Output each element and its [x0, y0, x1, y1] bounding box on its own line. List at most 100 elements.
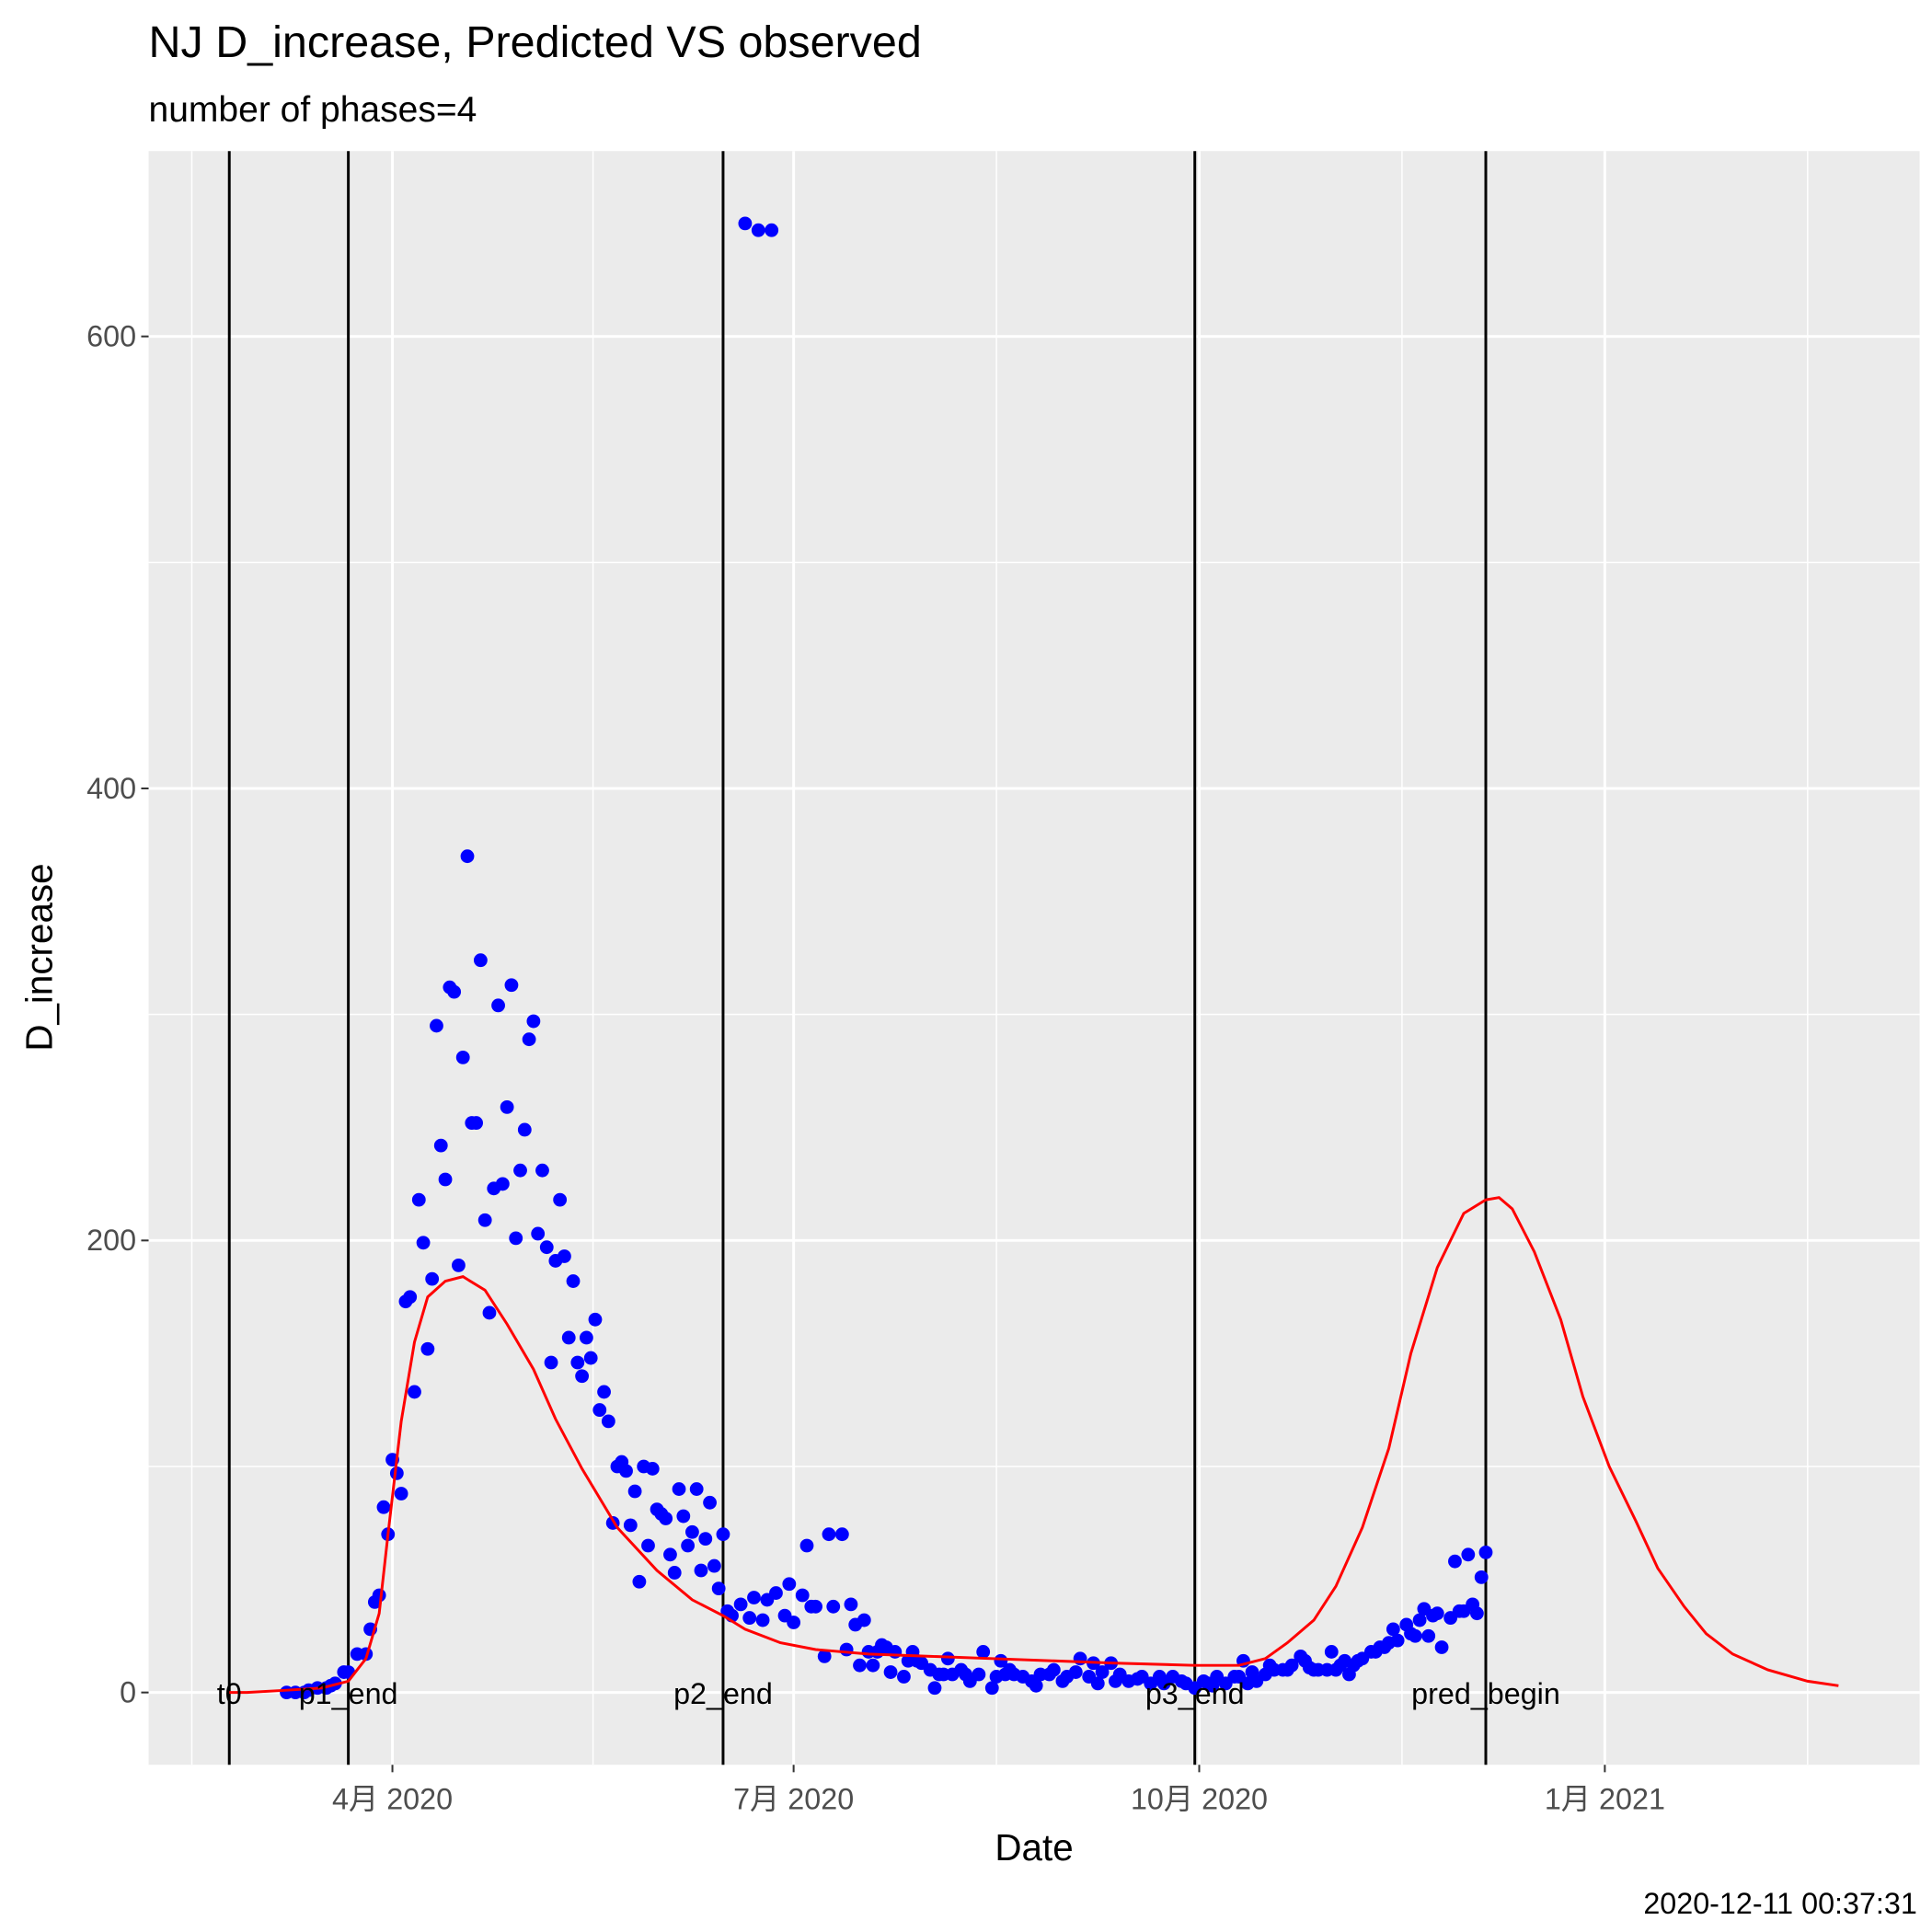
data-point	[738, 216, 753, 231]
data-point	[433, 1138, 448, 1153]
y-tick-label: 600	[86, 319, 136, 352]
data-point	[553, 1192, 568, 1207]
data-point	[394, 1487, 408, 1501]
data-point	[676, 1509, 691, 1524]
data-point	[1324, 1645, 1339, 1659]
data-point	[839, 1642, 854, 1657]
data-point	[681, 1538, 696, 1553]
data-point	[1390, 1633, 1405, 1648]
x-tick-label: 7月 2020	[733, 1783, 854, 1816]
data-point	[844, 1597, 858, 1612]
data-point	[623, 1518, 638, 1533]
data-point	[513, 1163, 527, 1178]
data-point	[544, 1355, 558, 1370]
data-point	[411, 1192, 426, 1207]
data-point	[1421, 1628, 1436, 1643]
data-point	[597, 1385, 611, 1399]
data-point	[561, 1330, 576, 1345]
data-point	[477, 1213, 492, 1227]
chart-title: NJ D_increase, Predicted VS observed	[149, 17, 922, 67]
data-point	[799, 1538, 814, 1553]
data-point	[897, 1670, 911, 1684]
data-point	[1090, 1676, 1105, 1691]
data-point	[1434, 1640, 1449, 1654]
y-tick-label: 400	[86, 772, 136, 805]
x-tick-label: 10月 2020	[1131, 1783, 1268, 1816]
data-point	[491, 998, 505, 1013]
data-point	[751, 223, 765, 237]
data-point	[558, 1249, 571, 1263]
data-point	[782, 1577, 797, 1592]
data-point	[1470, 1606, 1484, 1621]
data-point	[747, 1591, 761, 1604]
data-point	[765, 223, 779, 237]
data-point	[495, 1177, 510, 1191]
data-point	[575, 1369, 590, 1384]
data-point	[1412, 1613, 1427, 1627]
data-point	[632, 1574, 647, 1589]
data-point	[1430, 1606, 1444, 1621]
data-point	[826, 1599, 841, 1614]
data-point	[716, 1527, 730, 1542]
data-point	[769, 1586, 783, 1600]
data-point	[883, 1665, 898, 1679]
predicted-line	[229, 1196, 1839, 1695]
data-point	[566, 1274, 581, 1288]
data-point	[809, 1599, 822, 1614]
data-point	[888, 1645, 903, 1659]
data-point	[500, 1099, 514, 1114]
data-point	[570, 1355, 585, 1370]
phase-label: pred_begin	[1411, 1677, 1560, 1710]
data-point	[420, 1341, 435, 1356]
data-point	[438, 1172, 453, 1187]
caption: 2020-12-11 00:37:31	[1643, 1887, 1917, 1920]
data-point	[1461, 1547, 1476, 1562]
data-point	[787, 1616, 801, 1629]
data-point	[940, 1651, 955, 1666]
data-point	[1284, 1658, 1299, 1673]
phase-label: t0	[217, 1677, 242, 1710]
phase-label: p1_end	[299, 1677, 398, 1710]
data-point	[1474, 1570, 1489, 1584]
data-point	[539, 1240, 554, 1255]
data-point	[416, 1236, 431, 1250]
data-point	[694, 1563, 708, 1578]
y-axis-title: D_increase	[18, 863, 61, 1051]
data-point	[689, 1482, 704, 1496]
data-point	[698, 1532, 713, 1547]
data-point	[976, 1645, 991, 1659]
data-point	[927, 1681, 942, 1696]
data-point	[663, 1547, 677, 1562]
data-point	[645, 1462, 660, 1476]
data-point	[1068, 1665, 1083, 1679]
data-point	[672, 1482, 686, 1496]
phase-label: p3_end	[1145, 1677, 1245, 1710]
data-point	[504, 978, 519, 993]
data-point	[535, 1163, 549, 1178]
data-point	[817, 1649, 832, 1663]
phase-label: p2_end	[673, 1677, 773, 1710]
data-point	[447, 984, 462, 999]
data-point	[822, 1527, 836, 1542]
data-point	[460, 849, 475, 864]
data-point	[853, 1658, 867, 1673]
data-point	[1095, 1665, 1110, 1679]
data-point	[641, 1538, 655, 1553]
data-point	[1386, 1622, 1400, 1637]
data-point	[733, 1597, 748, 1612]
data-point	[755, 1613, 770, 1627]
data-point	[1448, 1554, 1462, 1569]
data-point	[601, 1414, 615, 1429]
data-point	[430, 1018, 443, 1033]
data-point	[526, 1014, 541, 1029]
data-point	[667, 1566, 682, 1580]
data-point	[857, 1613, 871, 1627]
data-point	[1408, 1628, 1422, 1643]
data-point	[517, 1122, 532, 1137]
data-point	[984, 1681, 999, 1696]
data-point	[372, 1588, 386, 1603]
data-point	[711, 1581, 726, 1596]
data-point	[742, 1611, 757, 1625]
